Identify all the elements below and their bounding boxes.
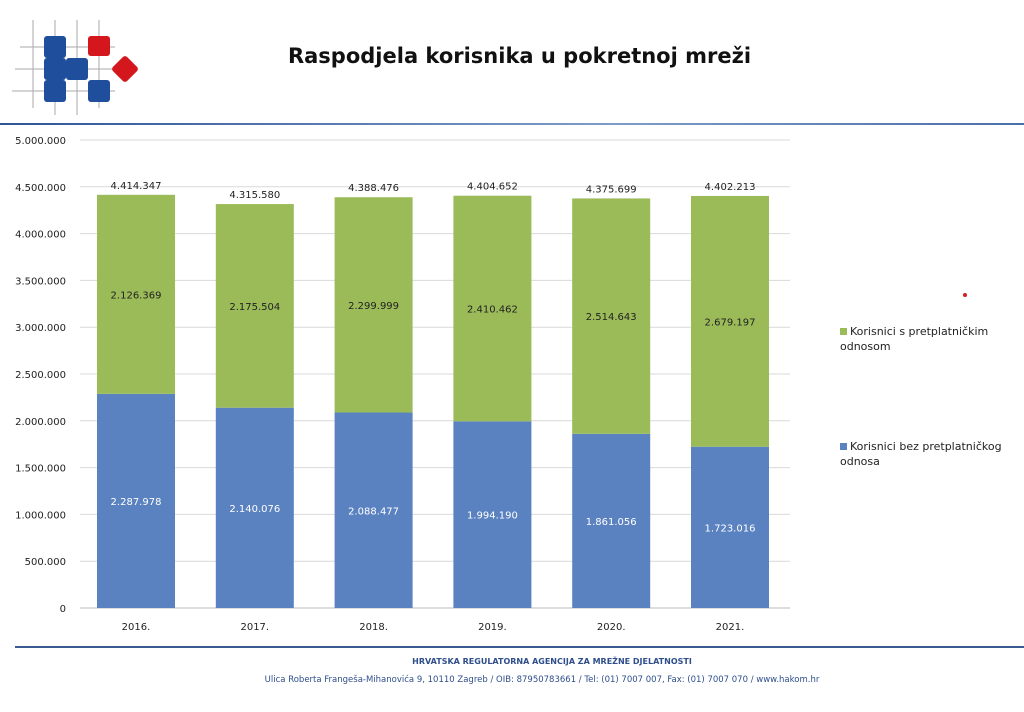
y-tick-label: 0: [60, 604, 66, 615]
data-label-total: 4.404.652: [467, 182, 518, 193]
y-tick-label: 1.000.000: [15, 510, 66, 521]
legend-label: odnosom: [840, 340, 891, 353]
bar-segment-subscription: [334, 197, 413, 413]
y-tick-label: 4.500.000: [15, 183, 66, 194]
legend-item-prepaid: Korisnici bez pretplatničkog odnosa: [840, 439, 1002, 469]
footer-divider: [15, 646, 1024, 648]
data-label-total: 4.315.580: [229, 190, 280, 201]
bar-segment-subscription: [215, 204, 294, 408]
red-dot: [963, 293, 967, 297]
y-tick-label: 1.500.000: [15, 464, 66, 475]
data-label-subscription: 2.679.197: [705, 317, 756, 328]
y-tick-label: 3.500.000: [15, 276, 66, 287]
footer-address: Ulica Roberta Frangeša-Mihanovića 9, 101…: [264, 675, 820, 685]
bar-segment-prepaid: [334, 412, 413, 608]
x-tick-label: 2016.: [122, 622, 151, 633]
legend-item-subscription: Korisnici s pretplatničkim odnosom: [840, 324, 988, 354]
stacked-bar-chart: 0 500.000 1.000.000 1.500.000 2.000.000 2.500…: [15, 136, 790, 633]
y-tick-label: 2.500.000: [15, 370, 66, 381]
data-label-prepaid: 2.140.076: [229, 504, 280, 515]
data-label-total: 4.414.347: [111, 181, 162, 192]
bar-segment-prepaid: [691, 446, 769, 608]
y-tick-label: 500.000: [25, 557, 66, 568]
x-tick-label: 2020.: [597, 622, 626, 633]
data-label-total: 4.375.699: [586, 184, 637, 195]
legend-label: Korisnici s pretplatničkim: [850, 325, 989, 338]
data-label-prepaid: 2.287.978: [111, 497, 162, 508]
data-label-subscription: 2.175.504: [229, 302, 280, 313]
y-tick-label: 3.000.000: [15, 323, 66, 334]
y-tick-label: 5.000.000: [15, 136, 66, 147]
legend-swatch-blue: [840, 443, 847, 450]
data-label-total: 4.402.213: [705, 182, 756, 193]
y-tick-label: 4.000.000: [15, 230, 66, 241]
bar-segment-subscription: [453, 195, 532, 422]
data-label-prepaid: 1.861.056: [586, 517, 637, 528]
data-label-prepaid: 1.723.016: [705, 523, 756, 534]
hakom-logo: [12, 20, 138, 115]
data-label-subscription: 2.410.462: [467, 305, 518, 316]
page-title: Raspodjela korisnika u pokretnoj mreži: [287, 44, 752, 68]
data-label-total: 4.388.476: [348, 183, 399, 194]
x-tick-label: 2018.: [359, 622, 388, 633]
data-label-prepaid: 1.994.190: [467, 511, 518, 522]
legend-label: odnosa: [840, 455, 880, 468]
data-label-subscription: 2.299.999: [348, 301, 399, 312]
bar-segment-prepaid: [572, 433, 651, 608]
bar-segment-subscription: [691, 195, 769, 447]
x-tick-label: 2021.: [716, 622, 745, 633]
bar-segment-subscription: [97, 194, 175, 394]
bar-segment-prepaid: [215, 407, 294, 608]
data-label-subscription: 2.126.369: [111, 290, 162, 301]
y-tick-label: 2.000.000: [15, 417, 66, 428]
x-tick-label: 2017.: [240, 622, 269, 633]
data-label-subscription: 2.514.643: [586, 312, 637, 323]
x-tick-label: 2019.: [478, 622, 507, 633]
data-label-prepaid: 2.088.477: [348, 506, 399, 517]
footer-agency: HRVATSKA REGULATORNA AGENCIJA ZA MREŽNE …: [412, 657, 692, 666]
legend-swatch-green: [840, 328, 847, 335]
header-divider: [0, 123, 1024, 125]
bar-segment-prepaid: [453, 421, 532, 608]
bar-segment-subscription: [572, 198, 651, 434]
legend-label: Korisnici bez pretplatničkog: [850, 440, 1002, 453]
bar-segment-prepaid: [97, 393, 175, 608]
